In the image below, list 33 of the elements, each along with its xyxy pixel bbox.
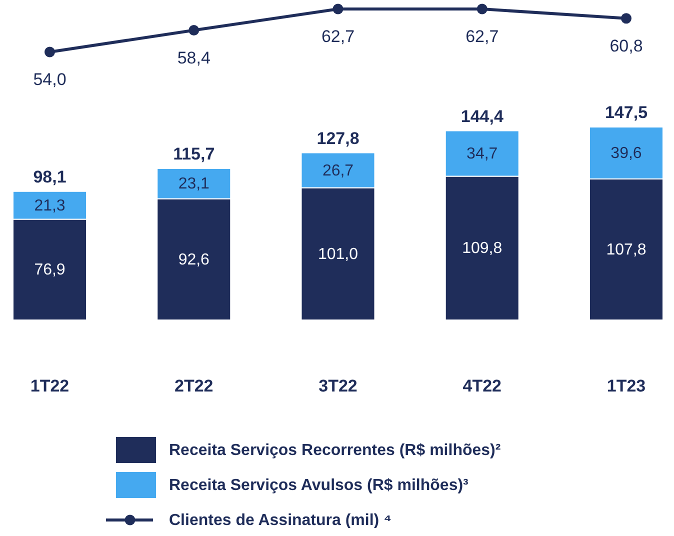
point (476, 4, 488, 14)
x-tick-label: 2T22 (174, 376, 214, 396)
x-tick-label: 1T22 (30, 376, 70, 396)
data-label: 39,6 (610, 144, 642, 162)
legend-label: Receita Serviços Recorrentes (R$ milhões)² (169, 442, 501, 459)
data-label: 107,8 (606, 241, 646, 258)
total-label: 127,8 (316, 128, 360, 148)
x-tick-label: 1T23 (606, 376, 646, 396)
data-label: 76,9 (34, 262, 66, 279)
legend-label: Clientes de Assinatura (mil) ⁴ (169, 512, 392, 529)
data-label: 92,6 (178, 251, 210, 268)
point (44, 46, 55, 58)
point (188, 25, 200, 36)
total-label: 98,1 (33, 167, 66, 186)
data-label: 21,3 (34, 197, 66, 214)
data-label: 62,7 (321, 27, 355, 46)
total-label: 115,7 (173, 144, 215, 164)
point (332, 4, 344, 14)
x-tick-label: 3T22 (318, 376, 358, 396)
data-label: 23,1 (178, 176, 210, 193)
data-label: 109,8 (462, 240, 502, 258)
point (621, 13, 632, 24)
data-label: 34,7 (466, 146, 498, 163)
data-label: 60,8 (610, 36, 643, 56)
total-label: 144,4 (460, 106, 504, 126)
data-label: 58,4 (177, 48, 210, 68)
data-label: 62,7 (466, 27, 499, 46)
data-label: 54,0 (33, 70, 66, 89)
legend-label: Receita Serviços Avulsos (R$ milhões)³ (169, 477, 468, 494)
data-label: 26,7 (322, 162, 354, 180)
data-label: 101,0 (318, 246, 358, 263)
total-label: 147,5 (604, 103, 648, 122)
x-tick-label: 4T22 (462, 376, 502, 396)
